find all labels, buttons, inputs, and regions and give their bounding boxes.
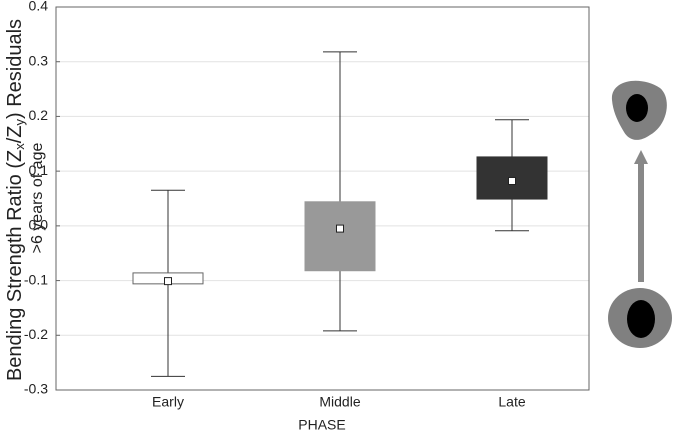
y-label-sub: y [12,119,27,126]
bone-section-bottom [608,288,672,348]
y-label-part: ) Residuals [4,19,26,119]
y-tick-label: 0.3 [29,52,49,68]
x-tick-label: Early [152,394,184,410]
y-label-part: Bending Strength Ratio (Z [4,150,26,381]
y-tick-label: -0.1 [24,271,48,287]
y-tick-label: 0.2 [29,107,49,123]
arrow [634,150,648,282]
mean-marker [508,176,516,185]
y-axis-label: Bending Strength Ratio (Zx/Zy) Residuals [4,19,27,381]
y-tick-label: 0.0 [29,217,49,233]
y-tick-label: -0.2 [24,326,48,342]
mean-marker [336,224,344,233]
y-axis-subtitle: >6 years of age [29,143,46,254]
y-tick-label: 0.1 [29,162,49,178]
bone-section-top [611,80,667,140]
y-label-sub: x [12,143,27,150]
y-tick-label: 0.4 [29,0,49,14]
mean-marker [164,277,172,286]
y-tick-label: -0.3 [24,381,48,397]
x-tick-label: Late [498,394,525,410]
y-label-part: /Z [4,126,26,144]
x-tick-label: Middle [319,394,360,410]
plot-frame [55,6,590,391]
x-axis-label: PHASE [298,417,345,433]
box [304,201,376,272]
